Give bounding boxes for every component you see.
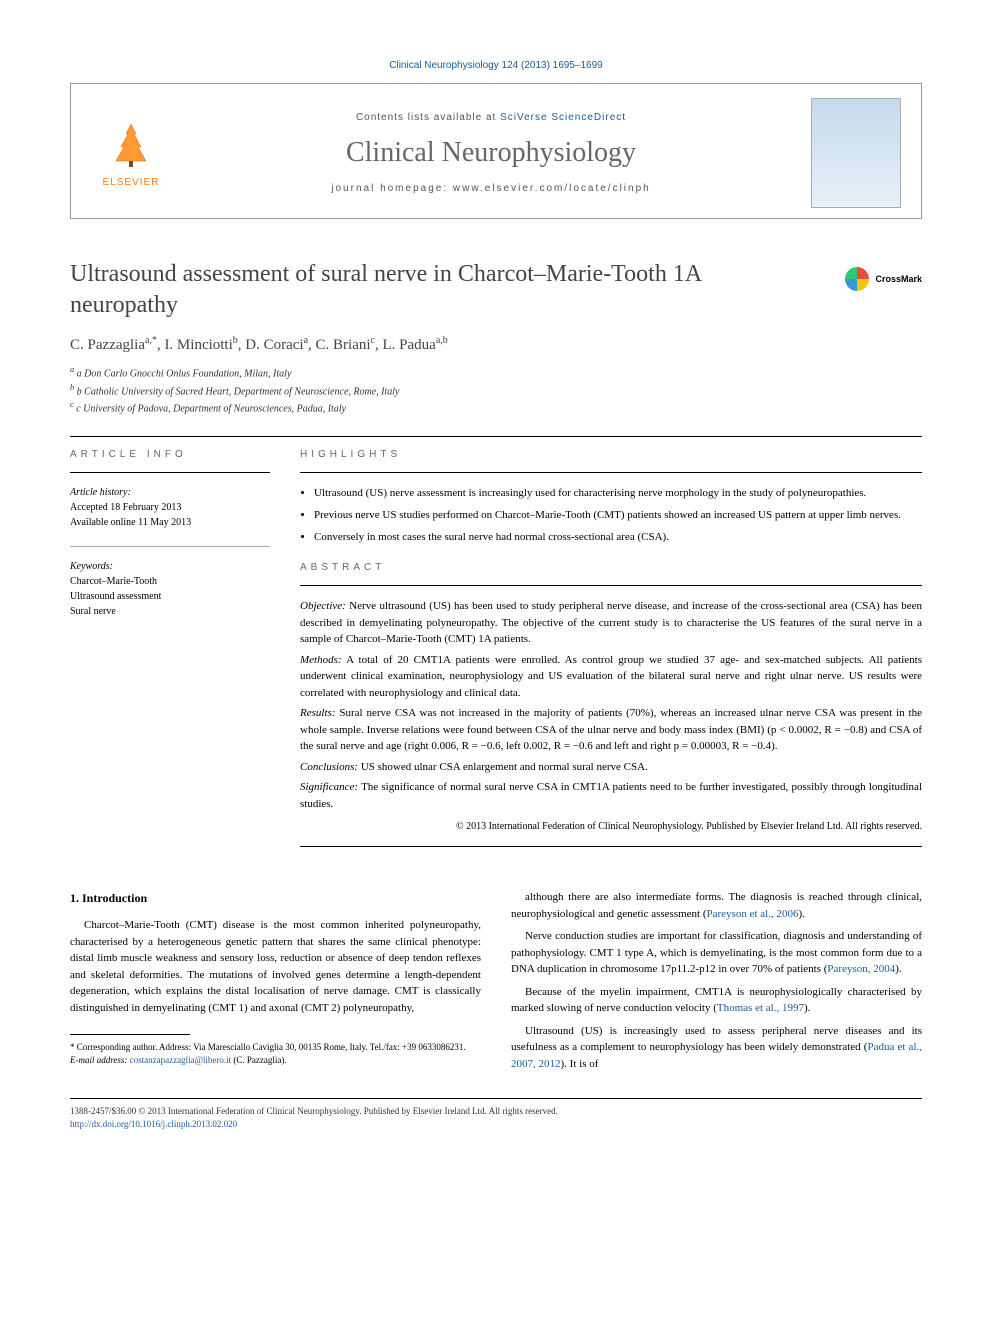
keyword: Sural nerve [70, 606, 116, 617]
abstract-conclusions-label: Conclusions: [300, 761, 358, 773]
author: L. Padua [383, 337, 436, 353]
author: I. Minciotti [164, 337, 232, 353]
abstract-objective: Nerve ultrasound (US) has been used to s… [300, 600, 922, 645]
abstract-results-label: Results: [300, 707, 335, 719]
author: C. Briani [316, 337, 371, 353]
journal-title: Clinical Neurophysiology [171, 137, 811, 169]
contents-prefix: Contents lists available at [356, 112, 500, 123]
highlight-item: Ultrasound (US) nerve assessment is incr… [314, 485, 922, 503]
page-footer: 1388-2457/$36.00 © 2013 International Fe… [70, 1098, 922, 1130]
journal-homepage: journal homepage: www.elsevier.com/locat… [171, 183, 811, 194]
abstract-copyright: © 2013 International Federation of Clini… [300, 820, 922, 834]
author-affil-sup: c [371, 335, 375, 346]
abstract-significance: The significance of normal sural nerve C… [300, 781, 922, 810]
highlight-item: Previous nerve US studies performed on C… [314, 507, 922, 525]
crossmark-icon [845, 267, 869, 291]
corresponding-email-link[interactable]: costanzapazzaglia@libero.it [130, 1055, 232, 1065]
divider [300, 585, 922, 586]
body-paragraph: Charcot–Marie-Tooth (CMT) disease is the… [70, 917, 481, 1016]
masthead: ELSEVIER Contents lists available at Sci… [70, 83, 922, 219]
email-suffix: (C. Pazzaglia). [233, 1055, 286, 1065]
affiliation: c c University of Padova, Department of … [70, 399, 922, 416]
footer-copyright: 1388-2457/$36.00 © 2013 International Fe… [70, 1105, 922, 1118]
keyword: Ultrasound assessment [70, 591, 161, 602]
citation-link[interactable]: Pareyson, 2004 [827, 963, 895, 975]
abstract-results: Sural nerve CSA was not increased in the… [300, 707, 922, 752]
abstract-significance-label: Significance: [300, 781, 358, 793]
body-column-left: 1. Introduction Charcot–Marie-Tooth (CMT… [70, 889, 481, 1078]
online-date: Available online 11 May 2013 [70, 517, 191, 528]
journal-cover-thumb [811, 98, 901, 208]
abstract-objective-label: Objective: [300, 600, 346, 612]
authors-line: C. Pazzagliaa,*, I. Minciottib, D. Corac… [70, 335, 922, 354]
highlights-label: HIGHLIGHTS [300, 449, 922, 460]
citation-link[interactable]: Pareyson et al., 2006 [707, 908, 799, 920]
body-paragraph: Nerve conduction studies are important f… [511, 928, 922, 978]
sciencedirect-link[interactable]: SciVerse ScienceDirect [500, 112, 626, 123]
abstract-methods: A total of 20 CMT1A patients were enroll… [300, 654, 922, 699]
keywords-label: Keywords: [70, 561, 113, 572]
crossmark-badge[interactable]: CrossMark [845, 267, 922, 291]
affiliation: b b Catholic University of Sacred Heart,… [70, 382, 922, 399]
citation-link[interactable]: Thomas et al., 1997 [717, 1002, 804, 1014]
publisher-logo-block: ELSEVIER [91, 119, 171, 188]
contents-available: Contents lists available at SciVerse Sci… [171, 112, 811, 123]
abstract-conclusions: US showed ulnar CSA enlargement and norm… [361, 761, 648, 773]
corresponding-marker: * [152, 335, 157, 346]
author-affil-sup: a,b [436, 335, 448, 346]
author-affil-sup: a, [145, 335, 152, 346]
crossmark-label: CrossMark [875, 274, 922, 284]
intro-heading: 1. Introduction [70, 889, 481, 907]
author: D. Coraci [245, 337, 303, 353]
footnote-separator [70, 1034, 190, 1035]
abstract-body: Objective: Nerve ultrasound (US) has bee… [300, 598, 922, 834]
email-label: E-mail address: [70, 1055, 127, 1065]
author-affil-sup: a [304, 335, 308, 346]
history-label: Article history: [70, 487, 131, 498]
affiliation: a a Don Carlo Gnocchi Onlus Foundation, … [70, 364, 922, 381]
article-title: Ultrasound assessment of sural nerve in … [70, 259, 770, 321]
elsevier-tree-icon [106, 119, 156, 169]
keyword: Charcot–Marie-Tooth [70, 576, 157, 587]
body-paragraph: Ultrasound (US) is increasingly used to … [511, 1023, 922, 1073]
publisher-name: ELSEVIER [91, 177, 171, 188]
author: C. Pazzaglia [70, 337, 145, 353]
body-paragraph: Because of the myelin impairment, CMT1A … [511, 984, 922, 1017]
divider [70, 546, 270, 547]
keywords-block: Keywords: Charcot–Marie-Tooth Ultrasound… [70, 559, 270, 619]
divider [70, 436, 922, 437]
highlights-list: Ultrasound (US) nerve assessment is incr… [300, 485, 922, 546]
divider [70, 472, 270, 473]
divider [300, 472, 922, 473]
corresponding-footnote: * Corresponding author. Address: Via Mar… [70, 1041, 481, 1054]
citation-link[interactable]: Padua et al., 2007, 2012 [511, 1041, 922, 1070]
footnotes: * Corresponding author. Address: Via Mar… [70, 1041, 481, 1066]
body-column-right: although there are also intermediate for… [511, 889, 922, 1078]
affiliations: a a Don Carlo Gnocchi Onlus Foundation, … [70, 364, 922, 416]
journal-citation: Clinical Neurophysiology 124 (2013) 1695… [70, 60, 922, 71]
accepted-date: Accepted 18 February 2013 [70, 502, 181, 513]
abstract-label: ABSTRACT [300, 562, 922, 573]
article-info-label: ARTICLE INFO [70, 449, 270, 460]
article-history: Article history: Accepted 18 February 20… [70, 485, 270, 530]
divider [300, 846, 922, 847]
highlight-item: Conversely in most cases the sural nerve… [314, 529, 922, 547]
body-paragraph: although there are also intermediate for… [511, 889, 922, 922]
abstract-methods-label: Methods: [300, 654, 342, 666]
doi-link[interactable]: http://dx.doi.org/10.1016/j.clinph.2013.… [70, 1119, 237, 1129]
author-affil-sup: b [233, 335, 238, 346]
